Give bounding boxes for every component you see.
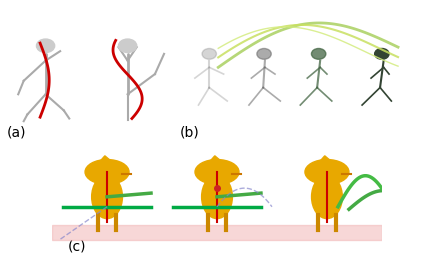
Text: (b): (b)	[180, 125, 200, 139]
Circle shape	[36, 39, 55, 53]
Ellipse shape	[202, 175, 232, 219]
Circle shape	[375, 48, 389, 59]
Text: (a): (a)	[7, 125, 26, 139]
Circle shape	[195, 160, 239, 184]
Circle shape	[85, 160, 129, 184]
Circle shape	[202, 48, 217, 59]
Polygon shape	[206, 156, 224, 166]
Polygon shape	[316, 156, 334, 166]
Polygon shape	[96, 156, 114, 166]
Circle shape	[257, 48, 271, 59]
Ellipse shape	[312, 175, 342, 219]
Circle shape	[118, 39, 137, 53]
Ellipse shape	[92, 175, 122, 219]
Circle shape	[312, 48, 326, 59]
Bar	[52, 225, 382, 240]
Text: (c): (c)	[67, 239, 86, 253]
Circle shape	[305, 160, 349, 184]
